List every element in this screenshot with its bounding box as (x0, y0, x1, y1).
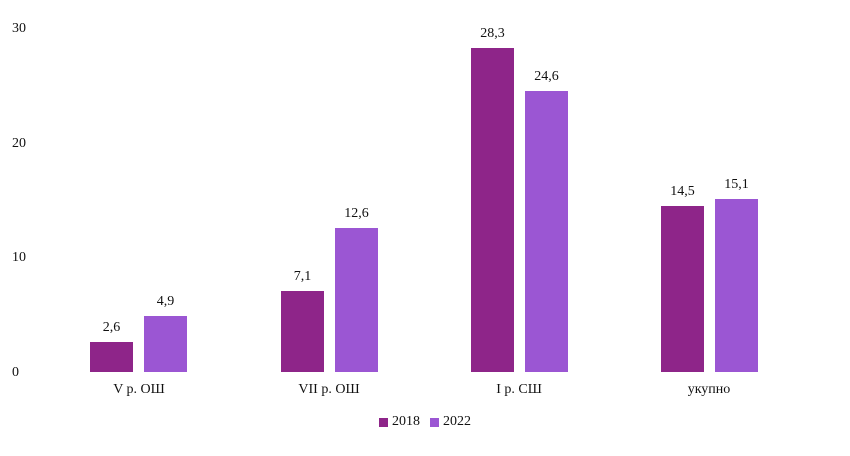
y-tick-30: 30 (12, 21, 26, 36)
value-label: 7,1 (293, 269, 312, 284)
value-label: 15,1 (724, 177, 749, 192)
category-label: V р. ОШ (113, 382, 165, 397)
y-tick-10: 10 (12, 250, 26, 265)
legend-swatch-icon (430, 417, 439, 427)
value-label: 2,6 (102, 320, 121, 335)
value-label: 24,6 (534, 69, 559, 84)
bar-2018 (471, 48, 514, 372)
category-label: укупно (687, 382, 731, 397)
legend: 2018 2022 (0, 414, 850, 430)
bar-2022 (335, 228, 378, 372)
bar-2022 (144, 316, 187, 372)
legend-item-2022: 2022 (430, 414, 471, 430)
value-label: 4,9 (156, 294, 175, 309)
legend-label: 2022 (443, 414, 471, 429)
bar-2022 (715, 199, 758, 372)
category-label: VII р. ОШ (298, 382, 360, 397)
y-tick-0: 0 (12, 365, 19, 380)
category-label: I р. СШ (496, 382, 542, 397)
legend-item-2018: 2018 (379, 414, 420, 430)
bar-2018 (661, 206, 704, 372)
y-tick-20: 20 (12, 136, 26, 151)
value-label: 28,3 (480, 26, 505, 41)
bar-2018 (90, 342, 133, 372)
value-label: 12,6 (344, 206, 369, 221)
legend-swatch-icon (379, 417, 388, 427)
value-label: 14,5 (670, 184, 695, 199)
bar-2022 (525, 91, 568, 372)
legend-label: 2018 (392, 414, 420, 429)
bar-2018 (281, 291, 324, 372)
